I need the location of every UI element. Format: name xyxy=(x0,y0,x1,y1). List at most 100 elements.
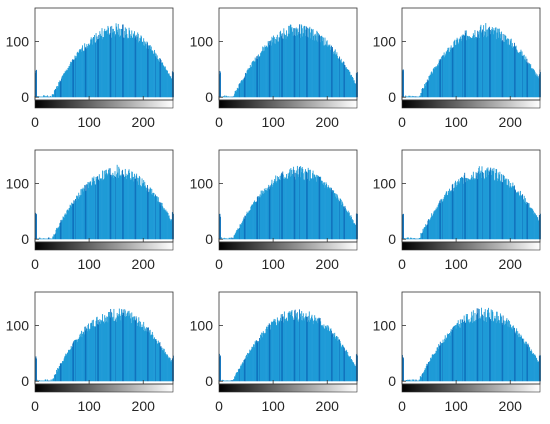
histogram-bar xyxy=(435,67,436,98)
histogram-bar xyxy=(473,321,475,382)
histogram-bar xyxy=(515,333,516,382)
histogram-bar xyxy=(140,327,142,382)
histogram-bar xyxy=(433,67,435,98)
histogram-bar xyxy=(165,354,167,382)
histogram-bar xyxy=(226,96,228,98)
histogram-bar xyxy=(92,37,94,98)
histogram-bar xyxy=(154,196,155,240)
histogram-bar xyxy=(142,184,144,240)
histogram-bars xyxy=(35,308,174,382)
histogram-bar xyxy=(471,315,473,382)
histogram-bar xyxy=(58,82,60,98)
histogram-bar xyxy=(422,88,423,98)
histogram-bar xyxy=(108,312,109,382)
histogram-bar xyxy=(409,96,410,98)
histogram-bar xyxy=(432,215,434,240)
histogram-bar xyxy=(71,346,73,382)
histogram-bar xyxy=(532,68,534,98)
histogram-bar xyxy=(162,206,164,240)
histogram-bar xyxy=(522,56,524,98)
histogram-bar xyxy=(262,331,264,382)
histogram-bar xyxy=(527,202,528,240)
histogram-bar xyxy=(404,238,406,240)
histogram-bar xyxy=(342,203,344,240)
histogram-bar xyxy=(311,178,312,240)
histogram-bar xyxy=(259,56,260,98)
histogram-bar xyxy=(40,96,42,98)
histogram-bar xyxy=(245,216,247,240)
histogram-bar xyxy=(519,336,521,382)
histogram-bar xyxy=(495,173,496,240)
histogram-bar xyxy=(82,331,84,382)
histogram-bar xyxy=(441,343,443,382)
histogram-bar xyxy=(485,23,487,98)
histogram-bar xyxy=(305,313,307,382)
histogram-bar xyxy=(496,311,498,382)
histogram-bar xyxy=(158,343,160,382)
histogram-bar xyxy=(222,96,224,98)
histogram-bar xyxy=(159,201,161,240)
histogram-bar xyxy=(90,39,92,98)
histogram-bar xyxy=(253,202,254,240)
histogram-bar xyxy=(329,187,331,240)
histogram-bar xyxy=(127,175,129,240)
histogram-bar xyxy=(471,37,473,98)
histogram-bar xyxy=(161,202,162,240)
histogram-bar xyxy=(477,308,479,382)
histogram-bar xyxy=(96,179,98,240)
histogram-bar xyxy=(319,318,321,382)
histogram-bar xyxy=(101,321,102,382)
histogram-bar xyxy=(56,369,57,382)
histogram-bar xyxy=(90,37,92,98)
histogram-bar xyxy=(65,353,67,382)
histogram-bar xyxy=(322,183,324,240)
histogram-bar xyxy=(278,179,280,240)
histogram-bar xyxy=(60,363,62,382)
histogram-bar xyxy=(418,238,420,240)
histogram-bar xyxy=(59,222,61,240)
histogram-bar xyxy=(237,372,239,382)
histogram-bar xyxy=(275,175,277,240)
histogram-bar xyxy=(280,314,282,382)
histogram-bar xyxy=(516,328,518,382)
histogram-bar xyxy=(226,238,228,240)
histogram-bar xyxy=(479,318,481,382)
histogram-bar xyxy=(99,323,101,382)
histogram-bar xyxy=(352,361,354,382)
histogram-bar xyxy=(431,216,433,240)
histogram-bar xyxy=(411,96,413,98)
x-tick-label: 100 xyxy=(444,256,468,272)
histogram-bar xyxy=(491,320,493,382)
histogram-bar xyxy=(341,347,343,382)
histogram-bar xyxy=(409,238,410,240)
histogram-bar xyxy=(260,53,262,98)
histogram-bar xyxy=(116,32,118,98)
histogram-bar xyxy=(113,308,115,382)
histogram-bar xyxy=(479,26,481,98)
histogram-bar xyxy=(519,190,521,240)
histogram-bar xyxy=(156,196,158,240)
histogram-bar xyxy=(116,174,118,240)
histogram-bar xyxy=(475,179,476,240)
histogram-bar xyxy=(104,315,106,382)
histogram-bar xyxy=(235,372,237,382)
histogram-bar xyxy=(407,237,409,240)
histogram-bar xyxy=(246,211,248,240)
histogram-bar xyxy=(318,175,319,240)
histogram-bar xyxy=(321,180,323,240)
histogram-bar xyxy=(347,210,349,240)
histogram-bar xyxy=(334,332,336,382)
histogram-bar xyxy=(102,37,104,98)
histogram-bar xyxy=(540,355,541,382)
histogram-bar xyxy=(452,47,454,98)
histogram-bar xyxy=(122,24,124,98)
histogram-bar xyxy=(251,204,253,240)
histogram-bar xyxy=(268,184,270,240)
histogram-bar xyxy=(167,354,168,382)
histogram-bar xyxy=(451,184,453,240)
histogram-bar xyxy=(425,369,427,382)
histogram-bar xyxy=(257,54,259,98)
histogram-bar xyxy=(64,356,66,382)
histogram-bar xyxy=(136,36,138,98)
